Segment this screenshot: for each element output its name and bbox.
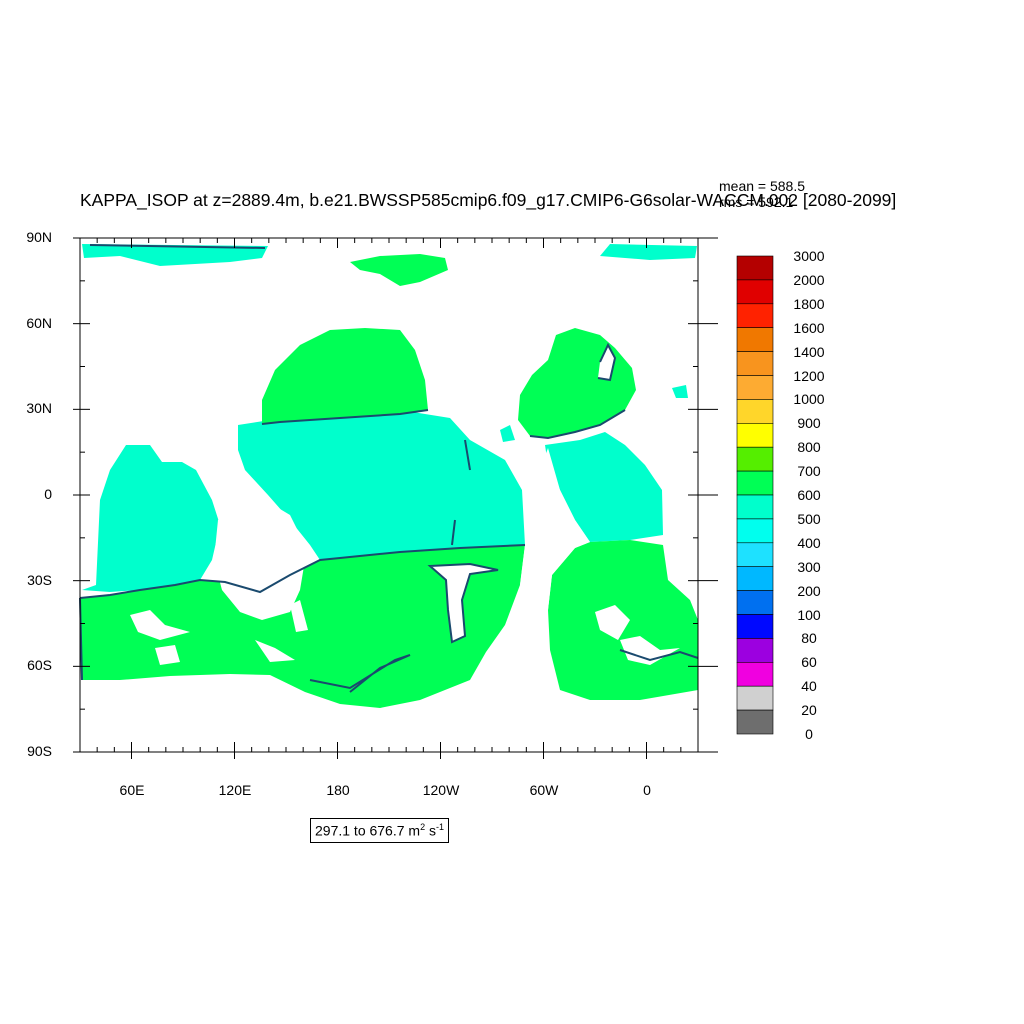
contour-line [464,439,471,471]
plot-title: KAPPA_ISOP at z=2889.4m, b.e21.BWSSP585c… [80,190,897,210]
range-prefix: 297.1 to 676.7 m [315,822,421,839]
colorbar-label: 200 [797,582,821,599]
ocean-region-aqua [82,445,220,592]
colorbar-swatch [736,685,774,711]
colorbar-swatch [736,470,774,496]
colorbar-label: 500 [797,510,821,527]
rms-stat: rms = 592.1 [719,194,794,210]
ocean-field-500-600 [82,244,697,592]
colorbar-swatch [736,661,774,687]
colorbar-label: 600 [797,487,821,503]
range-mid: s [425,822,436,839]
colorbar-label: 800 [797,439,821,456]
contour-line [427,562,499,644]
x-label-180: 180 [326,782,350,798]
y-label-0: 0 [44,486,52,502]
colorbar-swatch [736,614,774,639]
colorbar-label: 20 [801,702,817,719]
contour-line [597,342,617,382]
y-label-90s: 90S [27,743,52,759]
colorbar [736,255,774,735]
colorbar-label: 700 [797,463,821,480]
ocean-region-aqua [545,432,663,542]
colorbar-label: 100 [797,606,821,623]
ocean-region-green [262,328,428,424]
colorbar-label: 1200 [793,367,825,384]
contour-line [89,244,266,249]
contour-line [451,519,456,546]
x-label-60e: 60E [119,782,145,798]
colorbar-swatch [736,399,774,424]
mean-stat: mean = 588.5 [719,178,806,194]
range-sup-1: 2 [420,822,426,832]
colorbar-swatch [736,303,774,328]
x-label-0: 0 [643,782,651,798]
y-label-60s: 60S [27,657,52,673]
axis-ticks [73,237,718,759]
contour-line [619,649,699,662]
colorbar-label: 900 [797,415,821,432]
colorbar-swatch [736,327,774,352]
colorbar-label: 1000 [793,391,825,408]
colorbar-label: 1600 [793,319,825,336]
x-label-120w: 120W [422,782,460,798]
colorbar-swatch [736,351,774,376]
colorbar-label: 300 [797,558,821,575]
colorbar-swatch [736,279,774,305]
colorbar-swatch [736,566,774,591]
colorbar-label: 80 [801,630,817,647]
y-label-60n: 60N [26,315,52,331]
contour-line [79,544,526,599]
colorbar-label: 40 [801,678,817,695]
ocean-region-aqua [82,244,268,266]
contour-line [309,654,411,693]
colorbar-label: 60 [801,654,817,671]
colorbar-swatch [736,422,774,448]
colorbar-swatch [736,518,774,544]
colorbar-swatch [736,709,774,735]
x-label-60w: 60W [529,782,559,798]
colorbar-label: 1400 [793,343,825,360]
colorbar-swatch [736,542,774,567]
colorbar-swatch [736,494,774,520]
colorbar-swatch [736,255,774,281]
range-sup-2: -1 [435,822,444,832]
colorbar-label: 3000 [793,248,825,264]
ocean-region-aqua [500,425,515,442]
colorbar-swatch [736,446,774,472]
contour-line [261,409,429,425]
y-label-30n: 30N [26,400,52,416]
colorbar-swatch [736,638,774,663]
y-label-30s: 30S [27,572,52,588]
ocean-region-aqua [238,410,525,560]
colorbar-label: 0 [805,726,813,742]
colorbar-swatch [736,375,774,400]
y-label-90n: 90N [26,229,52,245]
ocean-region-green [350,254,448,286]
range-box: 297.1 to 676.7 m2 s-1 [310,818,449,843]
x-label-120e: 120E [218,782,252,798]
colorbar-label: 1800 [793,295,825,312]
ocean-region-aqua [600,244,697,260]
colorbar-label: 2000 [793,271,825,288]
colorbar-label: 400 [797,534,821,551]
colorbar-swatch [736,590,774,615]
ocean-region-aqua [672,385,688,398]
contour-line [529,409,626,440]
